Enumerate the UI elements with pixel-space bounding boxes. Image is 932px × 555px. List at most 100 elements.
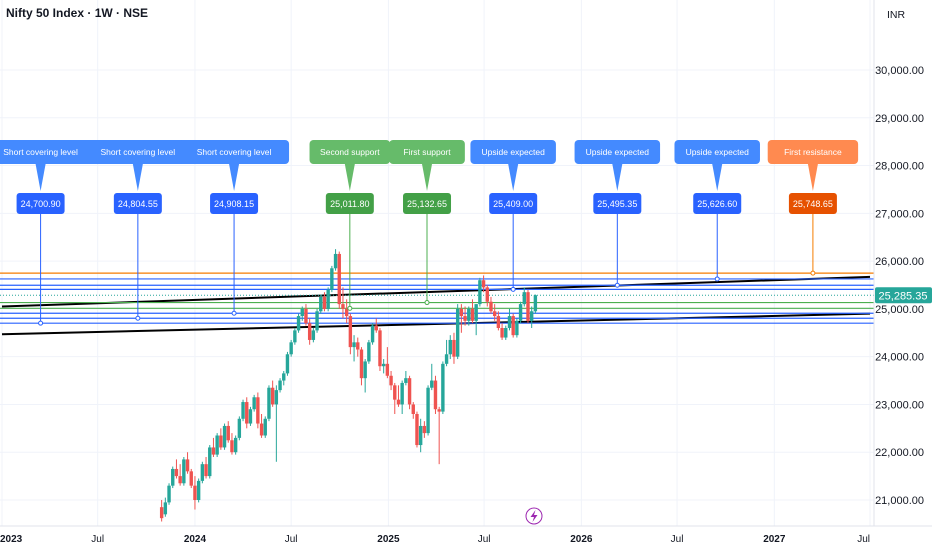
level-callout[interactable]: Second support 25,011.80 xyxy=(309,140,391,311)
candle[interactable] xyxy=(441,361,445,414)
candle[interactable] xyxy=(211,437,216,457)
candle[interactable] xyxy=(492,304,497,321)
candle[interactable] xyxy=(337,251,341,309)
candle[interactable] xyxy=(481,275,486,293)
candle[interactable] xyxy=(219,428,223,450)
candle[interactable] xyxy=(455,304,460,360)
candle[interactable] xyxy=(252,394,256,412)
trendline[interactable] xyxy=(1,275,871,308)
candle[interactable] xyxy=(415,411,419,448)
candle[interactable] xyxy=(315,308,319,333)
candle[interactable] xyxy=(215,433,219,457)
candle[interactable] xyxy=(385,347,390,379)
candle[interactable] xyxy=(378,328,382,371)
candle[interactable] xyxy=(433,375,438,414)
candle[interactable] xyxy=(330,265,334,293)
candle[interactable] xyxy=(518,301,523,324)
candle[interactable] xyxy=(267,385,271,422)
candle[interactable] xyxy=(396,385,401,407)
candle[interactable] xyxy=(370,323,375,345)
candle[interactable] xyxy=(189,468,193,489)
candle[interactable] xyxy=(167,483,171,505)
candle[interactable] xyxy=(367,339,371,364)
candle[interactable] xyxy=(374,318,378,333)
level-callout[interactable]: First support 25,132.65 xyxy=(389,140,465,306)
candle[interactable] xyxy=(404,371,408,386)
candle[interactable] xyxy=(363,359,367,393)
candle[interactable] xyxy=(500,323,504,340)
candle[interactable] xyxy=(470,299,475,324)
level-callout[interactable]: Short covering level 24,908.15 xyxy=(179,140,290,316)
candle[interactable] xyxy=(326,287,330,312)
candle[interactable] xyxy=(248,406,253,426)
candle[interactable] xyxy=(407,375,412,410)
candle[interactable] xyxy=(533,294,538,314)
candle[interactable] xyxy=(278,378,282,393)
level-callout[interactable]: Short covering level 24,700.90 xyxy=(0,140,96,326)
candle[interactable] xyxy=(311,328,316,343)
currency-label[interactable]: INR xyxy=(887,9,906,21)
candle[interactable] xyxy=(274,385,279,462)
candle[interactable] xyxy=(208,445,212,479)
candle[interactable] xyxy=(448,335,452,360)
candle[interactable] xyxy=(485,285,489,307)
candle[interactable] xyxy=(463,306,467,326)
candle[interactable] xyxy=(504,325,508,340)
candle[interactable] xyxy=(222,423,227,450)
candle[interactable] xyxy=(418,418,423,453)
level-callout[interactable]: Short covering level 24,804.55 xyxy=(82,140,193,321)
level-callout[interactable]: Upside expected 25,495.35 xyxy=(574,140,661,288)
candle[interactable] xyxy=(352,335,356,362)
candle[interactable] xyxy=(515,318,519,338)
candle[interactable] xyxy=(344,299,349,324)
candle[interactable] xyxy=(259,414,264,438)
candle[interactable] xyxy=(304,304,308,326)
candle[interactable] xyxy=(171,466,175,489)
candle[interactable] xyxy=(393,382,397,414)
candle[interactable] xyxy=(489,296,493,314)
candle[interactable] xyxy=(163,497,168,517)
level-callout[interactable]: First resistance 25,748.65 xyxy=(767,140,859,276)
candle[interactable] xyxy=(389,371,393,391)
candle[interactable] xyxy=(526,289,530,324)
candle[interactable] xyxy=(226,421,230,443)
candle[interactable] xyxy=(293,328,297,345)
candle[interactable] xyxy=(270,380,275,407)
level-callout[interactable]: Upside expected 25,409.00 xyxy=(470,140,556,292)
candle[interactable] xyxy=(204,457,208,479)
candle[interactable] xyxy=(263,416,267,438)
candle[interactable] xyxy=(474,304,478,336)
candle[interactable] xyxy=(319,294,323,314)
candle[interactable] xyxy=(359,347,364,386)
candle[interactable] xyxy=(411,402,415,419)
candle[interactable] xyxy=(459,304,464,333)
candle[interactable] xyxy=(356,337,360,357)
candle[interactable] xyxy=(241,399,245,422)
candle[interactable] xyxy=(507,308,512,331)
candle[interactable] xyxy=(182,457,186,486)
candle[interactable] xyxy=(444,339,449,367)
trendline[interactable] xyxy=(1,312,871,336)
candle[interactable] xyxy=(422,421,427,438)
candle[interactable] xyxy=(282,371,286,386)
candle[interactable] xyxy=(322,292,327,312)
candle[interactable] xyxy=(233,435,238,455)
candle[interactable] xyxy=(285,351,290,376)
candle[interactable] xyxy=(452,332,456,364)
candle[interactable] xyxy=(426,385,430,436)
candle[interactable] xyxy=(511,313,515,338)
level-callout[interactable]: Upside expected 25,626.60 xyxy=(674,140,760,282)
candle[interactable] xyxy=(348,313,353,355)
price-axis[interactable] xyxy=(874,0,932,550)
candle[interactable] xyxy=(307,318,312,345)
candle[interactable] xyxy=(478,277,482,307)
candle[interactable] xyxy=(467,306,471,326)
candle[interactable] xyxy=(522,287,526,307)
candle[interactable] xyxy=(245,397,249,429)
candle[interactable] xyxy=(296,313,301,333)
candle[interactable] xyxy=(400,380,404,414)
candle[interactable] xyxy=(289,339,293,357)
candle[interactable] xyxy=(178,464,182,486)
candle[interactable] xyxy=(430,363,434,391)
